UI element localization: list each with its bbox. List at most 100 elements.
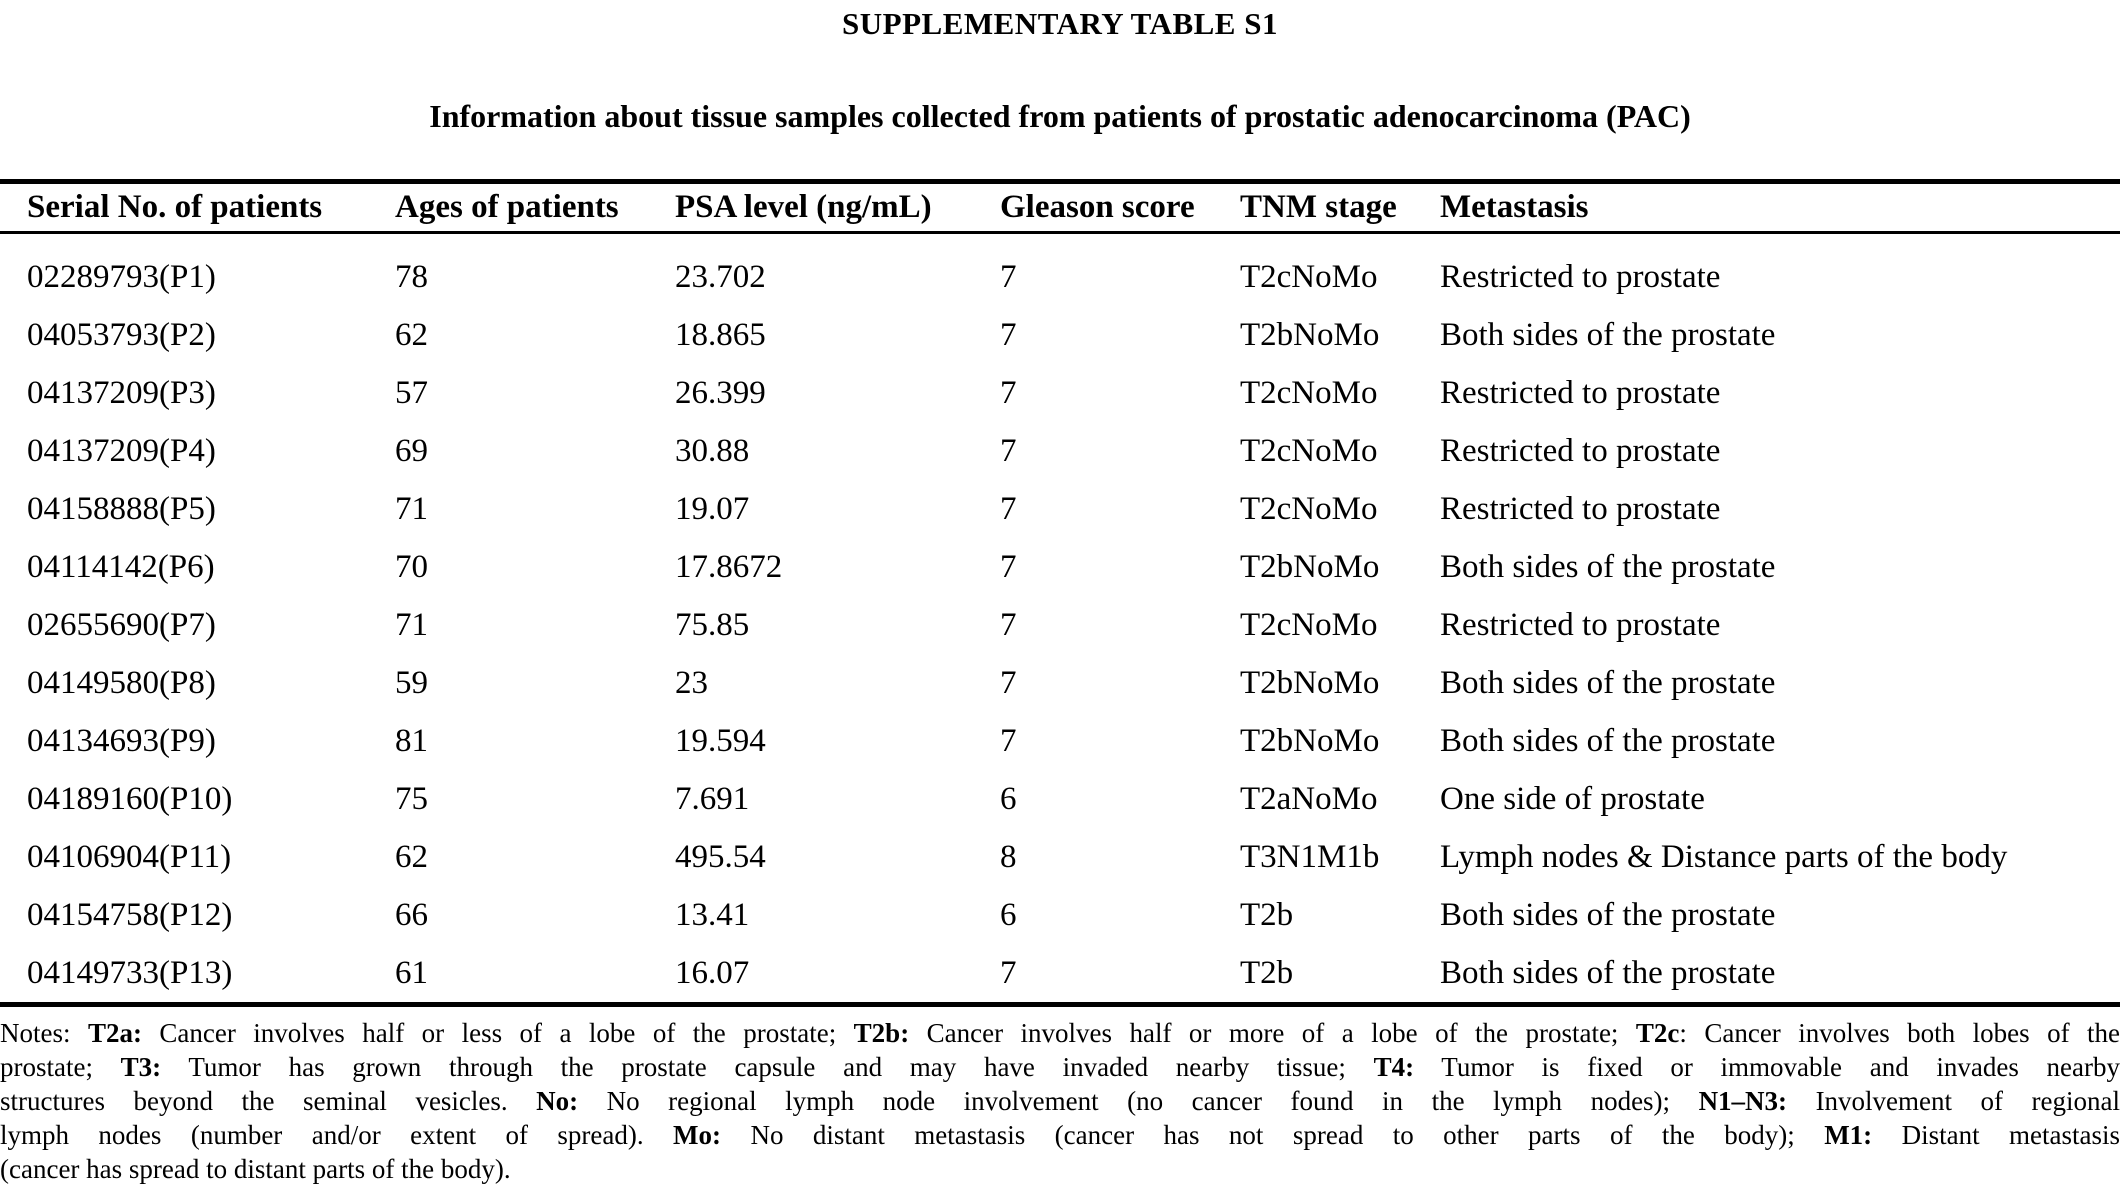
cell-serial: 04189160(P10) [27,780,233,817]
cell-metastasis: One side of prostate [1440,780,1705,817]
cell-tnm: T2b [1240,954,1294,991]
cell-tnm: T2bNoMo [1240,664,1380,701]
note-text: structures beyond the seminal vesicles. [0,1086,537,1116]
note-text: Tumor is fixed or immovable and invades … [1414,1052,2120,1082]
cell-tnm: T2aNoMo [1240,780,1378,817]
note-term: M1: [1824,1120,1873,1150]
column-header-psa: PSA level (ng/mL) [675,181,1000,234]
cell-psa: 19.594 [675,722,766,759]
cell-serial: 04134693(P9) [27,722,216,759]
note-term: T3: [120,1052,162,1082]
column-header-metastasis: Metastasis [1440,181,2120,234]
cell-gleason: 7 [1000,316,1017,353]
cell-age: 62 [395,316,428,353]
cell-age: 70 [395,548,428,585]
table-row: 02289793(P1) 78 23.702 7 T2cNoMo Restricted t… [0,233,2120,307]
cell-serial: 04106904(P11) [27,838,232,875]
table-row: 04106904(P11) 62 495.54 8 T3N1M1b Lymph nodes… [0,828,2120,886]
table-row: 04134693(P9) 81 19.594 7 T2bNoMo Both sides o… [0,712,2120,770]
cell-gleason: 7 [1000,490,1017,527]
page-subtitle: Information about tissue samples collect… [429,98,1691,134]
note-text: lymph nodes (number and/or extent of spr… [0,1120,674,1150]
table-row: 04149733(P13) 61 16.07 7 T2b Both sides of th… [0,944,2120,1005]
cell-age: 75 [395,780,428,817]
table-body: 02289793(P1) 78 23.702 7 T2cNoMo Restricted t… [0,233,2120,1005]
cell-serial: 04158888(P5) [27,490,216,527]
cell-psa: 26.399 [675,374,766,411]
cell-age: 66 [395,896,428,933]
note-text: No regional lymph node involvement (no c… [578,1086,1699,1116]
cell-tnm: T2cNoMo [1240,258,1378,295]
cell-tnm: T2bNoMo [1240,722,1380,759]
table-row: 04158888(P5) 71 19.07 7 T2cNoMo Restricted to… [0,480,2120,538]
cell-tnm: T2b [1240,896,1294,933]
table-row: 04189160(P10) 75 7.691 6 T2aNoMo One side of … [0,770,2120,828]
cell-serial: 02655690(P7) [27,606,216,643]
note-term: Mo: [673,1120,722,1150]
cell-gleason: 8 [1000,838,1017,875]
cell-gleason: 7 [1000,374,1017,411]
cell-metastasis: Both sides of the prostate [1440,954,1776,991]
note-line: structures beyond the seminal vesicles. … [0,1084,2120,1118]
cell-age: 71 [395,606,428,643]
column-header-gleason: Gleason score [1000,181,1240,234]
cell-psa: 23 [675,664,708,701]
cell-psa: 23.702 [675,258,766,295]
cell-metastasis: Both sides of the prostate [1440,316,1776,353]
cell-age: 69 [395,432,428,469]
note-term: T2c [1635,1018,1680,1048]
cell-metastasis: Restricted to prostate [1440,432,1721,469]
note-term: T4: [1373,1052,1415,1082]
cell-tnm: T3N1M1b [1240,838,1380,875]
cell-psa: 7.691 [675,780,750,817]
table-row: 02655690(P7) 71 75.85 7 T2cNoMo Restricted to… [0,596,2120,654]
note-text: : Cancer involves both lobes of the [1679,1018,2120,1048]
cell-metastasis: Both sides of the prostate [1440,548,1776,585]
cell-tnm: T2cNoMo [1240,374,1378,411]
table-row: 04053793(P2) 62 18.865 7 T2bNoMo Both sides o… [0,306,2120,364]
cell-tnm: T2cNoMo [1240,490,1378,527]
note-text: (cancer has spread to distant parts of t… [0,1154,511,1184]
samples-table: Serial No. of patients Ages of patients … [0,179,2120,1007]
note-line: Notes: T2a: Cancer involves half or less… [0,1016,2120,1050]
cell-psa: 30.88 [675,432,750,469]
cell-psa: 495.54 [675,838,766,875]
note-text: Tumor has grown through the prostate cap… [161,1052,1374,1082]
cell-age: 59 [395,664,428,701]
cell-age: 62 [395,838,428,875]
cell-age: 81 [395,722,428,759]
note-text: Distant metastasis [1872,1120,2120,1150]
cell-serial: 04137209(P4) [27,432,216,469]
note-line: prostate; T3: Tumor has grown through th… [0,1050,2120,1084]
cell-metastasis: Restricted to prostate [1440,490,1721,527]
note-text: Cancer involves half or more of a lobe o… [909,1018,1636,1048]
cell-metastasis: Both sides of the prostate [1440,664,1776,701]
table-row: 04154758(P12) 66 13.41 6 T2b Both sides of th… [0,886,2120,944]
cell-serial: 04149733(P13) [27,954,233,991]
cell-gleason: 7 [1000,606,1017,643]
cell-tnm: T2bNoMo [1240,548,1380,585]
note-text: Notes: [0,1018,88,1048]
note-text: prostate; [0,1052,121,1082]
cell-serial: 04137209(P3) [27,374,216,411]
cell-metastasis: Restricted to prostate [1440,606,1721,643]
cell-age: 61 [395,954,428,991]
note-term: T2a: [87,1018,142,1048]
cell-age: 71 [395,490,428,527]
table-row: 04137209(P4) 69 30.88 7 T2cNoMo Restricted to… [0,422,2120,480]
cell-serial: 04114142(P6) [27,548,215,585]
cell-metastasis: Both sides of the prostate [1440,722,1776,759]
note-line: lymph nodes (number and/or extent of spr… [0,1118,2120,1152]
table-row: 04137209(P3) 57 26.399 7 T2cNoMo Restricted t… [0,364,2120,422]
table-header-row: Serial No. of patients Ages of patients … [0,181,2120,234]
cell-metastasis: Restricted to prostate [1440,258,1721,295]
note-text: No distant metastasis (cancer has not sp… [721,1120,1825,1150]
cell-tnm: T2cNoMo [1240,432,1378,469]
note-term: N1–N3: [1698,1086,1788,1116]
note-line: (cancer has spread to distant parts of t… [0,1152,2120,1186]
table-row: 04114142(P6) 70 17.8672 7 T2bNoMo Both sides … [0,538,2120,596]
note-text: Involvement of regional [1787,1086,2120,1116]
cell-tnm: T2bNoMo [1240,316,1380,353]
cell-psa: 16.07 [675,954,750,991]
